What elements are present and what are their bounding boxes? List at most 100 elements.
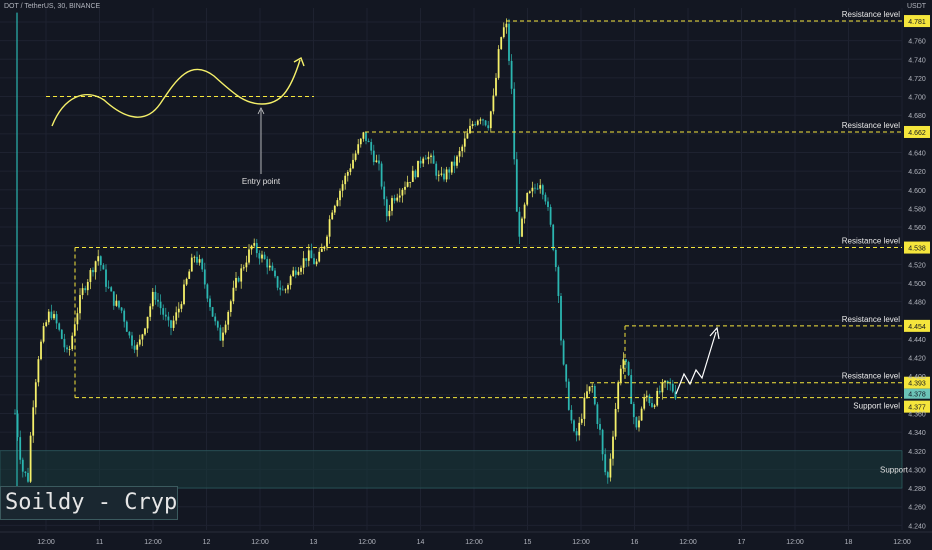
candle-body bbox=[279, 287, 282, 290]
y-tick-label: 4.360 bbox=[908, 411, 926, 418]
y-tick-label: 4.480 bbox=[908, 300, 926, 307]
candle-body bbox=[198, 259, 201, 263]
candle-body bbox=[484, 120, 487, 126]
x-tick-label: 12:00 bbox=[786, 539, 804, 546]
resistance-price-label: 4.454 bbox=[908, 324, 926, 331]
candle-body bbox=[528, 191, 531, 194]
candle-body bbox=[632, 403, 635, 418]
candle-body bbox=[502, 27, 505, 38]
x-tick-label: 15 bbox=[524, 539, 532, 546]
y-tick-label: 4.340 bbox=[908, 430, 926, 437]
candle-body bbox=[664, 380, 666, 383]
candle-body bbox=[320, 248, 323, 252]
candle-body bbox=[567, 381, 570, 410]
candle-body bbox=[653, 405, 656, 407]
resistance-label: Resistance level bbox=[842, 315, 900, 324]
candle-body bbox=[645, 395, 648, 398]
candle-body bbox=[469, 125, 471, 134]
candle-body bbox=[138, 339, 141, 345]
candle-body bbox=[94, 261, 97, 273]
candle-body bbox=[214, 316, 217, 322]
candle-body bbox=[19, 437, 22, 460]
support-zone bbox=[0, 450, 903, 489]
candle-body bbox=[614, 408, 617, 437]
candle-body bbox=[206, 284, 209, 299]
candle-body bbox=[253, 243, 256, 246]
candle-body bbox=[232, 287, 235, 302]
candle-body bbox=[300, 267, 302, 272]
y-tick-label: 4.320 bbox=[908, 449, 926, 456]
candle-body bbox=[573, 420, 575, 432]
candle-body bbox=[323, 246, 326, 249]
candle-body bbox=[73, 324, 76, 336]
x-tick-label: 13 bbox=[310, 539, 318, 546]
x-tick-label: 12:00 bbox=[144, 539, 162, 546]
candle-body bbox=[235, 277, 237, 288]
candle-body bbox=[435, 163, 438, 176]
y-tick-label: 4.280 bbox=[908, 486, 926, 493]
candle-body bbox=[445, 169, 448, 180]
candle-body bbox=[53, 314, 55, 319]
candle-body bbox=[47, 311, 50, 323]
candle-body bbox=[266, 259, 269, 268]
candle-body bbox=[326, 236, 328, 247]
watermark-label: Soildy - Crypto for U bbox=[0, 486, 178, 520]
candle-body bbox=[89, 270, 92, 282]
candle-body bbox=[414, 170, 417, 178]
candle-body bbox=[294, 270, 297, 275]
support-price-label: 4.377 bbox=[908, 405, 926, 412]
candle-body bbox=[40, 341, 42, 360]
y-tick-label: 4.740 bbox=[908, 57, 926, 64]
candle-body bbox=[354, 153, 357, 160]
forecast-path bbox=[675, 331, 717, 395]
entry-pointer-arrow-icon bbox=[257, 107, 265, 115]
current-price-label: 4.378 bbox=[908, 392, 926, 399]
candle-body bbox=[409, 181, 412, 183]
candle-body bbox=[401, 189, 404, 196]
y-tick-label: 4.440 bbox=[908, 337, 926, 344]
resistance-label: Resistance level bbox=[842, 237, 900, 246]
candle-body bbox=[185, 278, 188, 285]
candle-body bbox=[112, 291, 115, 306]
candle-body bbox=[570, 409, 573, 421]
y-tick-label: 4.500 bbox=[908, 281, 926, 288]
x-tick-label: 12:00 bbox=[358, 539, 376, 546]
candle-body bbox=[255, 243, 258, 254]
candle-body bbox=[224, 324, 227, 333]
candle-body bbox=[474, 124, 477, 125]
candle-body bbox=[466, 133, 469, 139]
candle-body bbox=[612, 436, 614, 459]
candle-body bbox=[105, 269, 107, 287]
candle-body bbox=[424, 158, 427, 160]
candle-body bbox=[372, 150, 375, 163]
candle-body bbox=[318, 251, 321, 262]
candle-body bbox=[648, 395, 651, 404]
resistance-price-tag bbox=[904, 376, 930, 389]
candle-body bbox=[159, 301, 162, 309]
x-tick-label: 12:00 bbox=[572, 539, 590, 546]
candle-body bbox=[42, 326, 45, 342]
candle-body bbox=[591, 386, 594, 387]
candle-body bbox=[297, 271, 300, 275]
candle-body bbox=[201, 259, 204, 270]
candle-body bbox=[398, 195, 401, 198]
candle-body bbox=[110, 287, 113, 292]
candle-body bbox=[229, 301, 232, 312]
candle-body bbox=[562, 340, 565, 365]
candle-body bbox=[666, 380, 669, 384]
candle-body bbox=[609, 458, 612, 478]
candle-body bbox=[237, 277, 240, 282]
candle-body bbox=[14, 413, 16, 415]
x-tick-label: 12:00 bbox=[465, 539, 483, 546]
x-tick-label: 16 bbox=[631, 539, 639, 546]
candle-body bbox=[586, 391, 588, 398]
candle-body bbox=[141, 334, 144, 340]
candle-body bbox=[333, 205, 336, 213]
x-tick-label: 17 bbox=[738, 539, 746, 546]
candle-body bbox=[188, 271, 191, 279]
resistance-price-tag bbox=[904, 241, 930, 254]
candle-body bbox=[370, 142, 373, 151]
candle-body bbox=[219, 327, 222, 341]
candle-body bbox=[144, 328, 146, 335]
